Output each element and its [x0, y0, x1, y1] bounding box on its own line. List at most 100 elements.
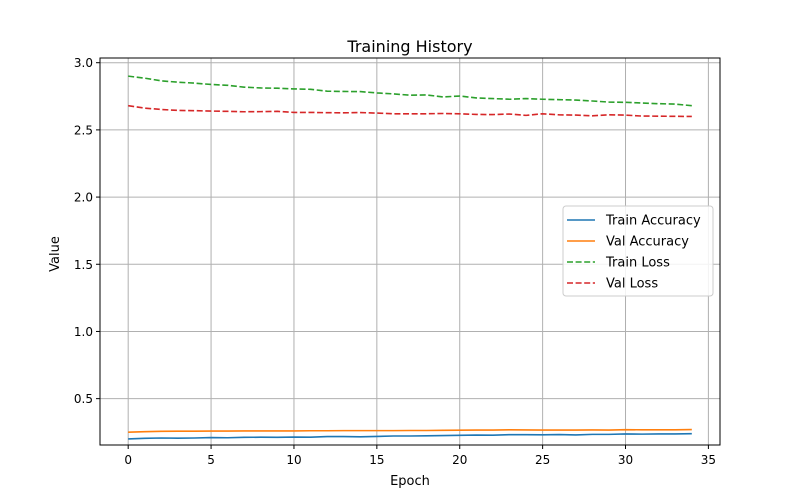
data-point	[243, 111, 245, 113]
data-point	[525, 114, 527, 116]
data-point	[575, 429, 577, 431]
data-point	[276, 87, 278, 89]
series-points-val-loss	[127, 105, 692, 118]
data-point	[127, 431, 129, 433]
data-point	[227, 437, 229, 439]
data-point	[243, 436, 245, 438]
data-point	[326, 430, 328, 432]
data-point	[674, 115, 676, 117]
data-point	[393, 93, 395, 95]
data-point	[310, 88, 312, 90]
data-point	[194, 430, 196, 432]
data-point	[575, 114, 577, 116]
data-point	[293, 430, 295, 432]
data-point	[409, 94, 411, 96]
series-line-train-accuracy	[128, 432, 692, 440]
data-point	[343, 112, 345, 114]
data-point	[359, 112, 361, 114]
data-point	[393, 435, 395, 437]
data-point	[194, 437, 196, 439]
series-line-val-loss	[128, 104, 692, 118]
data-point	[409, 435, 411, 437]
data-point	[359, 430, 361, 432]
data-point	[658, 103, 660, 105]
data-point	[608, 433, 610, 435]
data-point	[459, 113, 461, 115]
data-point	[641, 429, 643, 431]
data-point	[243, 86, 245, 88]
data-point	[260, 87, 262, 89]
data-point	[276, 430, 278, 432]
data-point	[525, 98, 527, 100]
data-point	[426, 435, 428, 437]
data-point	[393, 430, 395, 432]
data-point	[376, 112, 378, 114]
data-point	[227, 110, 229, 112]
data-point	[310, 112, 312, 114]
data-point	[260, 430, 262, 432]
data-point	[558, 434, 560, 436]
y-axis-ticks: 0.5 1.0 1.5 2.0 2.5 3.0	[74, 56, 100, 406]
data-point	[641, 102, 643, 104]
data-point	[558, 429, 560, 431]
data-point	[591, 433, 593, 435]
data-point	[658, 433, 660, 435]
data-point	[127, 438, 129, 440]
data-point	[160, 80, 162, 82]
legend-items: Train Accuracy Val Accuracy Train Loss Val …	[567, 214, 701, 292]
x-tick-label: 10	[286, 453, 301, 467]
data-point	[558, 99, 560, 101]
data-point	[575, 99, 577, 101]
data-point	[376, 430, 378, 432]
plot-frame	[99, 57, 721, 446]
data-point	[509, 98, 511, 100]
x-tick-label: 30	[618, 453, 633, 467]
data-point	[144, 431, 146, 433]
data-point	[475, 114, 477, 116]
series-line-val-accuracy	[128, 428, 692, 434]
data-point	[608, 101, 610, 103]
data-point	[674, 433, 676, 435]
data-point	[310, 430, 312, 432]
data-point	[542, 113, 544, 115]
data-point	[276, 436, 278, 438]
data-point	[542, 429, 544, 431]
data-point	[641, 115, 643, 117]
data-point	[691, 433, 693, 435]
legend-label: Val Accuracy	[606, 235, 689, 250]
data-point	[459, 434, 461, 436]
data-point	[691, 429, 693, 431]
data-point	[625, 101, 627, 103]
y-tick-label: 1.5	[74, 258, 93, 272]
series-layer	[127, 75, 693, 440]
data-point	[194, 110, 196, 112]
data-point	[210, 437, 212, 439]
data-point	[194, 82, 196, 84]
data-point	[674, 429, 676, 431]
data-point	[127, 75, 129, 77]
legend-label: Train Accuracy	[605, 214, 701, 229]
data-point	[542, 434, 544, 436]
data-point	[227, 84, 229, 86]
data-point	[160, 430, 162, 432]
data-point	[276, 110, 278, 112]
data-point	[509, 113, 511, 115]
data-point	[426, 94, 428, 96]
data-point	[591, 115, 593, 117]
series-points-train-loss	[127, 75, 692, 106]
data-point	[127, 105, 129, 107]
data-point	[210, 84, 212, 86]
data-point	[326, 112, 328, 114]
y-axis-label: Value	[48, 236, 63, 272]
data-point	[509, 429, 511, 431]
data-point	[625, 433, 627, 435]
data-point	[558, 114, 560, 116]
data-point	[376, 436, 378, 438]
data-point	[293, 88, 295, 90]
data-point	[326, 90, 328, 92]
data-point	[442, 96, 444, 98]
data-point	[625, 114, 627, 116]
data-point	[459, 95, 461, 97]
data-point	[608, 114, 610, 116]
